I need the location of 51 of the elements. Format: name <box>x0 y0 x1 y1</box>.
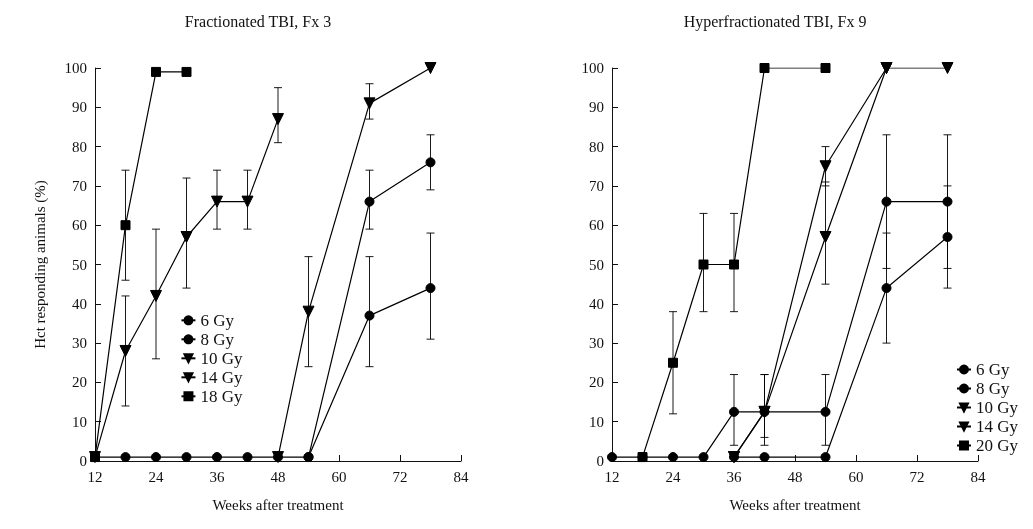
x-axis-title: Weeks after treatment <box>212 496 345 513</box>
x-tick-label: 72 <box>909 468 925 485</box>
y-tick-label: 40 <box>589 295 604 312</box>
legend-label: 20 Gy <box>975 436 1019 455</box>
y-tick-label: 20 <box>72 374 87 391</box>
legend-label: 14 Gy <box>200 367 243 387</box>
y-tick-label: 0 <box>596 453 604 469</box>
y-tick-label: 80 <box>589 138 604 155</box>
legend-label: 10 Gy <box>975 398 1019 417</box>
x-tick-label: 84 <box>970 468 986 485</box>
x-tick-label: 36 <box>726 468 742 485</box>
y-tick-label: 70 <box>72 177 87 194</box>
x-tick-label: 60 <box>331 468 347 485</box>
x-tick-label: 60 <box>848 468 864 485</box>
x-tick-label: 24 <box>665 468 681 485</box>
x-tick-label: 84 <box>453 468 469 485</box>
y-tick-label: 40 <box>72 295 87 312</box>
x-axis-title: Weeks after treatment <box>729 496 862 513</box>
y-tick-label: 10 <box>72 413 87 430</box>
y-tick-label: 50 <box>589 256 604 273</box>
legend-label: 6 Gy <box>200 310 235 330</box>
x-tick-label: 36 <box>209 468 225 485</box>
legend-label: 6 Gy <box>975 360 1010 379</box>
x-tick-label: 24 <box>148 468 164 485</box>
y-tick-label: 90 <box>589 99 604 116</box>
y-tick-label: 70 <box>589 177 604 194</box>
x-tick-label: 12 <box>604 468 620 485</box>
chart-title: Hyperfractionated TBI, Fx 9 <box>683 12 867 31</box>
legend-label: 18 Gy <box>200 386 243 406</box>
y-tick-label: 60 <box>589 217 604 234</box>
y-tick-label: 0 <box>79 453 87 469</box>
y-tick-label: 80 <box>72 138 87 155</box>
x-tick-label: 12 <box>87 468 103 485</box>
y-tick-label: 30 <box>589 335 604 352</box>
y-tick-label: 60 <box>72 217 87 234</box>
y-tick-label: 100 <box>581 60 604 76</box>
x-tick-label: 48 <box>787 468 803 485</box>
y-tick-label: 100 <box>64 60 87 76</box>
y-tick-label: 90 <box>72 99 87 116</box>
legend-label: 8 Gy <box>975 379 1010 398</box>
chart-title: Fractionated TBI, Fx 3 <box>184 12 332 30</box>
y-tick-label: 50 <box>72 256 87 273</box>
x-tick-label: 72 <box>392 468 408 485</box>
x-tick-label: 48 <box>270 468 286 485</box>
y-tick-label: 20 <box>589 374 604 391</box>
legend-label: 14 Gy <box>975 417 1019 436</box>
legend-label: 10 Gy <box>200 348 243 368</box>
legend-label: 8 Gy <box>200 329 235 349</box>
y-tick-label: 30 <box>72 335 87 352</box>
y-tick-label: 10 <box>589 413 604 430</box>
y-axis-title: Hct responding animals (%) <box>31 180 49 349</box>
